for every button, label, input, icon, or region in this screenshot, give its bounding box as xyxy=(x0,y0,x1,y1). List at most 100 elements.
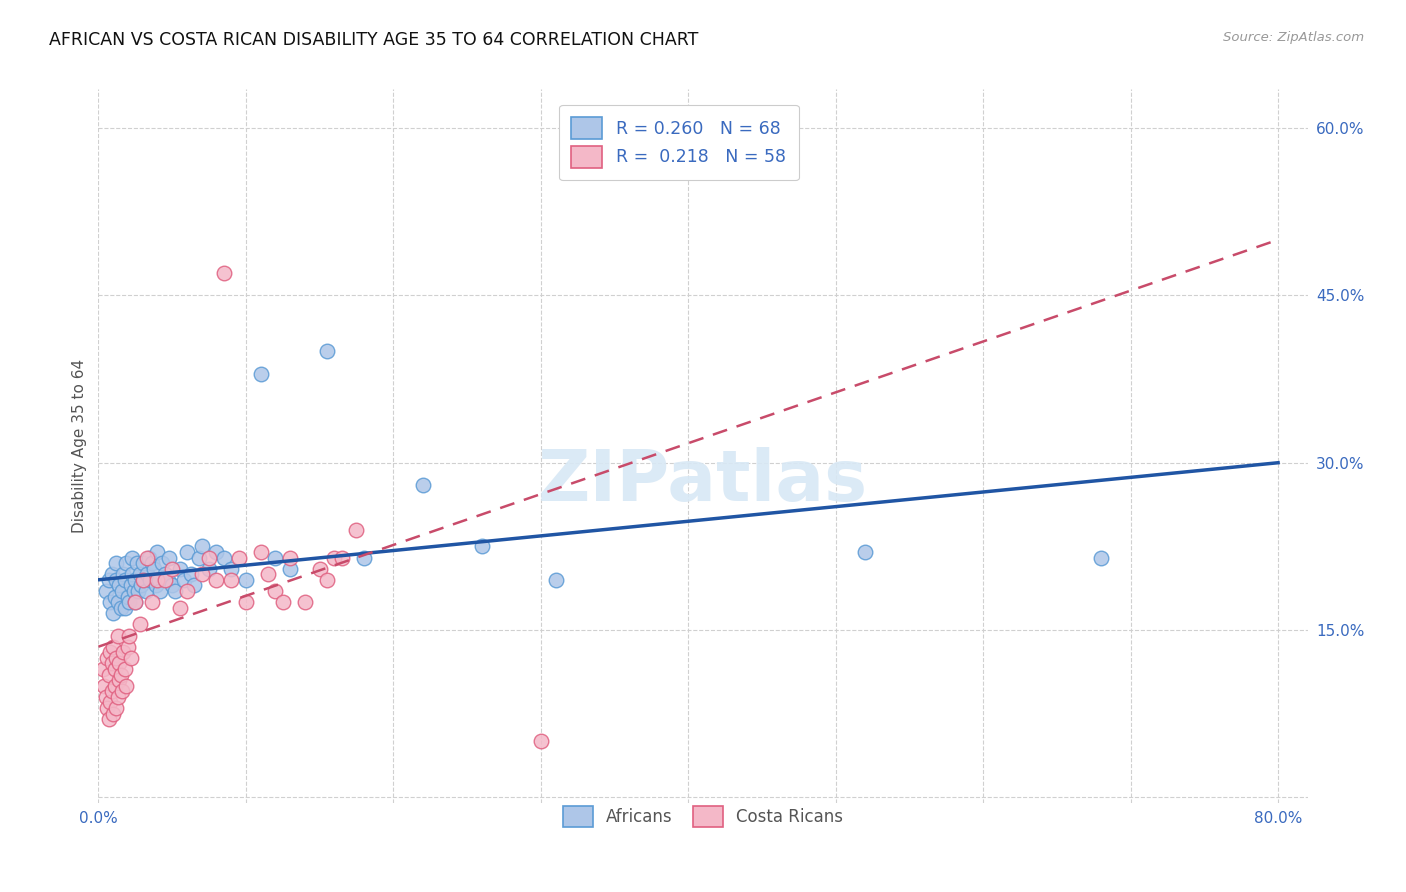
Point xyxy=(157,550,180,565)
Point xyxy=(257,567,280,582)
Point xyxy=(148,573,170,587)
Point xyxy=(264,550,287,565)
Point xyxy=(235,595,257,609)
Point xyxy=(160,562,183,576)
Text: ZIPatlas: ZIPatlas xyxy=(538,447,868,516)
Point xyxy=(187,550,209,565)
Point xyxy=(249,545,271,559)
Point xyxy=(98,696,121,710)
Point xyxy=(176,545,198,559)
Point xyxy=(105,573,128,587)
Text: Source: ZipAtlas.com: Source: ZipAtlas.com xyxy=(1223,31,1364,45)
Point xyxy=(264,583,287,598)
Point xyxy=(176,583,198,598)
Point xyxy=(94,583,117,598)
Point xyxy=(129,578,152,592)
Point xyxy=(108,578,131,592)
Point xyxy=(278,550,301,565)
Point xyxy=(110,667,132,681)
Point xyxy=(544,573,567,587)
Point xyxy=(125,556,148,570)
Point xyxy=(124,595,146,609)
Point xyxy=(530,734,553,748)
Point xyxy=(1090,550,1112,565)
Point xyxy=(100,657,122,671)
Point xyxy=(120,651,142,665)
Point xyxy=(121,567,143,582)
Point xyxy=(271,595,294,609)
Point xyxy=(156,573,179,587)
Point xyxy=(212,550,235,565)
Point xyxy=(104,590,127,604)
Point xyxy=(112,567,135,582)
Point xyxy=(105,701,128,715)
Point xyxy=(135,583,157,598)
Point xyxy=(97,667,120,681)
Legend: Africans, Costa Ricans: Africans, Costa Ricans xyxy=(557,799,849,834)
Point xyxy=(165,583,187,598)
Point xyxy=(124,595,146,609)
Point xyxy=(228,550,250,565)
Point xyxy=(107,628,129,642)
Point xyxy=(118,628,141,642)
Point xyxy=(127,583,149,598)
Point xyxy=(853,545,876,559)
Point xyxy=(141,556,163,570)
Point xyxy=(97,712,120,726)
Point xyxy=(136,567,159,582)
Point xyxy=(111,684,134,698)
Point xyxy=(108,657,131,671)
Point xyxy=(183,578,205,592)
Point xyxy=(118,595,141,609)
Point xyxy=(180,567,202,582)
Point xyxy=(278,562,301,576)
Point xyxy=(173,573,195,587)
Point xyxy=(169,562,191,576)
Point xyxy=(104,662,127,676)
Point xyxy=(100,567,122,582)
Point xyxy=(323,550,346,565)
Point xyxy=(153,573,176,587)
Point xyxy=(249,367,271,381)
Point xyxy=(145,578,167,592)
Point xyxy=(104,679,127,693)
Point xyxy=(205,573,228,587)
Point xyxy=(169,600,191,615)
Point xyxy=(136,550,159,565)
Point xyxy=(100,684,122,698)
Point xyxy=(235,573,257,587)
Point xyxy=(146,573,169,587)
Point xyxy=(294,595,316,609)
Point xyxy=(96,651,118,665)
Point xyxy=(128,567,150,582)
Point xyxy=(330,550,353,565)
Point xyxy=(107,690,129,704)
Point xyxy=(346,523,368,537)
Point xyxy=(141,595,163,609)
Point xyxy=(105,651,128,665)
Point xyxy=(114,600,136,615)
Point xyxy=(112,645,135,659)
Point xyxy=(96,701,118,715)
Point xyxy=(138,550,160,565)
Point xyxy=(115,679,138,693)
Point xyxy=(353,550,375,565)
Text: AFRICAN VS COSTA RICAN DISABILITY AGE 35 TO 64 CORRELATION CHART: AFRICAN VS COSTA RICAN DISABILITY AGE 35… xyxy=(49,31,699,49)
Point xyxy=(121,550,143,565)
Point xyxy=(117,640,139,654)
Point xyxy=(219,562,242,576)
Point xyxy=(124,573,146,587)
Point xyxy=(93,679,115,693)
Point xyxy=(91,662,114,676)
Point xyxy=(198,550,221,565)
Point xyxy=(122,583,145,598)
Point xyxy=(149,583,172,598)
Point xyxy=(101,640,124,654)
Point xyxy=(146,545,169,559)
Point xyxy=(105,556,128,570)
Point xyxy=(212,266,235,280)
Point xyxy=(114,662,136,676)
Point xyxy=(412,478,434,492)
Point xyxy=(94,690,117,704)
Point xyxy=(153,567,176,582)
